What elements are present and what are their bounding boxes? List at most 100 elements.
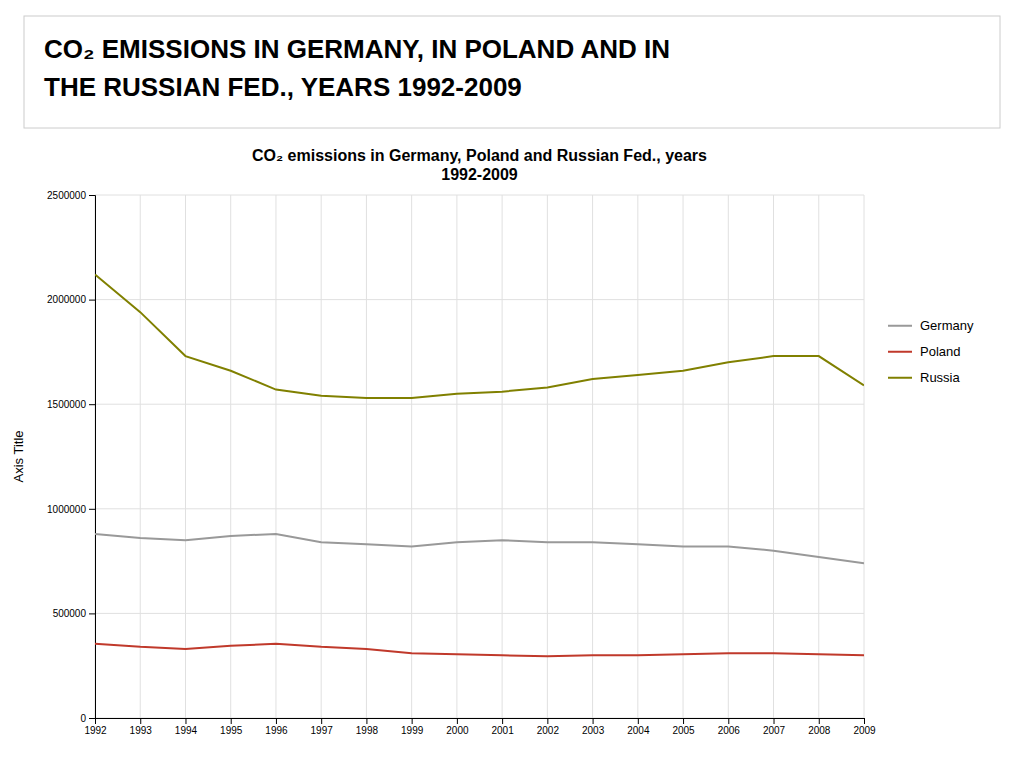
- y-grid-line: [95, 508, 864, 509]
- x-tick: 2005: [672, 718, 695, 736]
- x-tick-mark: [457, 718, 458, 724]
- x-tick-mark: [728, 718, 729, 724]
- x-tick-label: 2007: [763, 725, 786, 736]
- x-tick: 1995: [220, 718, 243, 736]
- legend-label: Poland: [920, 344, 960, 359]
- x-grid-line: [502, 195, 503, 718]
- y-tick: 2000000: [47, 294, 95, 305]
- x-tick: 1993: [130, 718, 153, 736]
- x-tick: 2009: [853, 718, 876, 736]
- series-line: [95, 644, 864, 657]
- legend-item: Poland: [888, 344, 960, 359]
- x-grid-line: [230, 195, 231, 718]
- x-axis-line: [96, 719, 865, 725]
- x-tick: 1999: [401, 718, 424, 736]
- legend-label: Germany: [920, 318, 974, 333]
- y-tick-mark: [89, 509, 95, 510]
- x-tick-mark: [276, 718, 277, 724]
- y-axis: 0 500000 1000000 1500000 2000000 2500000: [47, 190, 95, 724]
- legend-item: Germany: [888, 318, 974, 333]
- x-tick-label: 2006: [718, 725, 741, 736]
- x-grid-line: [321, 195, 322, 718]
- x-tick: 2004: [627, 718, 650, 736]
- x-grid-line: [592, 195, 593, 718]
- x-grid-line: [411, 195, 412, 718]
- x-grid-line: [140, 195, 141, 718]
- grid: [95, 195, 864, 718]
- x-grid-line: [456, 195, 457, 718]
- y-tick-mark: [89, 300, 95, 301]
- x-tick: 1996: [265, 718, 288, 736]
- x-grid-line: [818, 195, 819, 718]
- x-tick-mark: [819, 718, 820, 724]
- x-tick-mark: [321, 718, 322, 724]
- x-grid-line: [683, 195, 684, 718]
- x-tick-label: 1993: [130, 725, 153, 736]
- y-grid-line: [95, 613, 864, 614]
- x-tick-mark: [593, 718, 594, 724]
- x-tick-mark: [140, 718, 141, 724]
- x-axis: 1992199319941995199619971998199920002001…: [84, 718, 876, 736]
- x-tick-mark: [231, 718, 232, 724]
- x-grid-line: [637, 195, 638, 718]
- legend-swatch: [888, 325, 912, 327]
- x-tick-label: 2000: [446, 725, 469, 736]
- x-tick: 2001: [491, 718, 514, 736]
- x-tick-mark: [185, 718, 186, 724]
- x-tick-mark: [683, 718, 684, 724]
- legend-item: Russia: [888, 370, 961, 385]
- lines: [95, 274, 864, 656]
- series-line: [95, 274, 864, 397]
- x-tick: 1997: [311, 718, 334, 736]
- y-grid-line: [95, 404, 864, 405]
- x-tick-mark: [502, 718, 503, 724]
- x-grid-line: [547, 195, 548, 718]
- x-tick-label: 1998: [356, 725, 379, 736]
- legend-label: Russia: [920, 370, 961, 385]
- y-tick-label: 2000000: [47, 294, 86, 305]
- x-tick-label: 2004: [627, 725, 650, 736]
- chart-title: CO₂ emissions in Germany, Poland and Rus…: [252, 147, 707, 183]
- y-tick-mark: [89, 404, 95, 405]
- y-tick-label: 2500000: [47, 190, 86, 201]
- chart-svg: CO₂ EMISSIONS IN GERMANY, IN POLAND AND …: [0, 0, 1024, 768]
- x-tick-mark: [774, 718, 775, 724]
- chart-title-line: 1992-2009: [441, 166, 518, 183]
- x-tick-label: 1996: [265, 725, 288, 736]
- x-grid-line: [773, 195, 774, 718]
- y-tick: 500000: [53, 608, 95, 619]
- y-grid-line: [95, 299, 864, 300]
- x-tick-label: 1997: [311, 725, 334, 736]
- y-tick-label: 1000000: [47, 504, 86, 515]
- y-tick: 2500000: [47, 190, 95, 201]
- x-grid-line: [185, 195, 186, 718]
- x-tick: 1992: [84, 718, 107, 736]
- y-axis-line: [89, 196, 96, 719]
- heading-text: THE RUSSIAN FED., YEARS 1992-2009: [44, 72, 522, 102]
- legend-swatch: [888, 351, 912, 353]
- y-tick: 0: [80, 713, 95, 724]
- x-tick: 1998: [356, 718, 379, 736]
- chart-title-line: CO₂ emissions in Germany, Poland and Rus…: [252, 147, 707, 164]
- x-grid-line: [864, 195, 865, 718]
- x-tick-label: 2009: [853, 725, 876, 736]
- y-tick: 1000000: [47, 504, 95, 515]
- x-tick: 2002: [537, 718, 560, 736]
- x-tick-label: 2005: [672, 725, 695, 736]
- y-tick: 1500000: [47, 399, 95, 410]
- x-tick-mark: [864, 718, 865, 724]
- x-tick-label: 1992: [84, 725, 107, 736]
- x-tick-mark: [412, 718, 413, 724]
- x-grid-line: [275, 195, 276, 718]
- x-tick: 2008: [808, 718, 831, 736]
- y-tick-label: 500000: [53, 608, 87, 619]
- x-tick-mark: [638, 718, 639, 724]
- y-tick-label: 0: [80, 713, 86, 724]
- y-tick-label: 1500000: [47, 399, 86, 410]
- legend: Germany Poland Russia: [888, 318, 974, 385]
- x-tick-label: 1999: [401, 725, 424, 736]
- y-tick-mark: [89, 195, 95, 196]
- y-axis-title: Axis Title: [11, 430, 26, 482]
- heading-text: CO₂ EMISSIONS IN GERMANY, IN POLAND AND …: [44, 34, 670, 64]
- series-line: [95, 534, 864, 563]
